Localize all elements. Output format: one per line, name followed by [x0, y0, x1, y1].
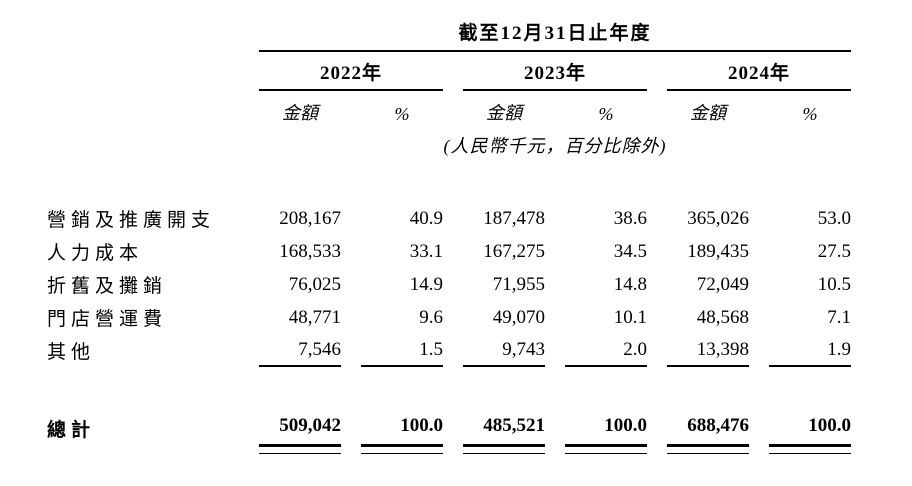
spacer — [545, 447, 565, 454]
amount-cell-2023: 167,275 — [483, 240, 545, 262]
total-percent-cell-2022: 100.0 — [361, 409, 443, 447]
percent-cell-2023: 14.8 — [613, 273, 647, 295]
row-label-depreciation: 折舊及攤銷 — [47, 276, 168, 297]
total-label: 總計 — [47, 419, 96, 441]
unit-note-row: (人民幣千元，百分比除外) — [0, 128, 912, 158]
table-header-row: 截至12月31日止年度 — [0, 0, 912, 52]
total-row: 總計 509,042 100.0 485,521 100.0 688,476 1… — [0, 409, 912, 447]
amount-cell-2024: 72,049 — [696, 273, 749, 295]
amount-cell-2023: 187,478 — [483, 207, 545, 229]
unit-note: (人民幣千元，百分比除外) — [443, 136, 667, 156]
amount-cell-2024: 48,568 — [696, 306, 749, 328]
spacer — [0, 128, 259, 158]
spacer — [443, 447, 463, 454]
table-row: 人力成本 168,533 33.1 167,275 34.5 189,435 2… — [0, 235, 912, 268]
col-header-percent-2024: % — [802, 104, 818, 124]
percent-cell-2022: 9.6 — [419, 306, 443, 328]
col-header-amount-2022: 金額 — [282, 103, 318, 123]
spacer — [0, 158, 912, 202]
spacer — [647, 447, 667, 454]
percent-cell-2024: 10.5 — [817, 273, 851, 295]
amount-cell-2023: 49,070 — [492, 306, 545, 328]
percent-cell-2022: 1.5 — [361, 334, 443, 367]
table-row: 營銷及推廣開支 208,167 40.9 187,478 38.6 365,02… — [0, 202, 912, 235]
amount-cell-2023: 71,955 — [492, 273, 545, 295]
year-header-row: 2022年 2023年 2024年 — [0, 52, 912, 91]
amount-cell-2024: 13,398 — [667, 334, 749, 367]
amount-cell-2024: 365,026 — [687, 207, 749, 229]
rule-segment — [361, 447, 443, 454]
table-row: 門店營運費 48,771 9.6 49,070 10.1 48,568 7.1 — [0, 301, 912, 334]
total-percent-cell-2024: 100.0 — [769, 409, 851, 447]
total-amount-cell-2023: 485,521 — [463, 409, 545, 447]
amount-cell-2022: 168,533 — [279, 240, 341, 262]
total-double-rule — [0, 447, 912, 454]
rule-segment — [463, 447, 545, 454]
percent-cell-2023: 34.5 — [613, 240, 647, 262]
spacer — [749, 447, 769, 454]
spacer — [0, 447, 259, 454]
percent-cell-2022: 40.9 — [409, 207, 443, 229]
percent-cell-2024: 7.1 — [827, 306, 851, 328]
total-amount-cell-2022: 509,042 — [259, 409, 341, 447]
percent-cell-2024: 53.0 — [817, 207, 851, 229]
amount-cell-2023: 9,743 — [463, 334, 545, 367]
rule-segment — [667, 447, 749, 454]
col-header-amount-2024: 金額 — [690, 103, 726, 123]
spacer — [0, 367, 912, 409]
row-label-marketing: 營銷及推廣開支 — [47, 210, 216, 231]
percent-cell-2023: 10.1 — [613, 306, 647, 328]
year-header-2022: 2022年 — [259, 52, 443, 91]
col-header-amount-2023: 金額 — [486, 103, 522, 123]
row-label-store-operation: 門店營運費 — [47, 309, 168, 330]
amount-cell-2022: 208,167 — [279, 207, 341, 229]
amount-cell-2022: 48,771 — [288, 306, 341, 328]
percent-cell-2022: 33.1 — [409, 240, 443, 262]
amount-cell-2022: 7,546 — [259, 334, 341, 367]
percent-cell-2022: 14.9 — [409, 273, 443, 295]
amount-cell-2022: 76,025 — [288, 273, 341, 295]
total-amount-cell-2024: 688,476 — [667, 409, 749, 447]
rule-segment — [259, 447, 341, 454]
spacer — [341, 447, 361, 454]
row-label-labor: 人力成本 — [47, 243, 144, 264]
col-header-percent-2023: % — [598, 104, 614, 124]
year-header-2023: 2023年 — [463, 52, 647, 91]
table-row: 其他 7,546 1.5 9,743 2.0 13,398 1.9 — [0, 334, 912, 367]
column-header-row: 金額 % 金額 % 金額 % — [0, 91, 912, 128]
percent-cell-2024: 27.5 — [817, 240, 851, 262]
total-percent-cell-2023: 100.0 — [565, 409, 647, 447]
row-label-others: 其他 — [47, 342, 96, 363]
percent-cell-2024: 1.9 — [769, 334, 851, 367]
table-title: 截至12月31日止年度 — [259, 0, 851, 52]
percent-cell-2023: 2.0 — [565, 334, 647, 367]
col-header-percent-2022: % — [394, 104, 410, 124]
rule-segment — [769, 447, 851, 454]
percent-cell-2023: 38.6 — [613, 207, 647, 229]
rule-segment — [565, 447, 647, 454]
amount-cell-2024: 189,435 — [687, 240, 749, 262]
table-row: 折舊及攤銷 76,025 14.9 71,955 14.8 72,049 10.… — [0, 268, 912, 301]
year-header-2024: 2024年 — [667, 52, 851, 91]
